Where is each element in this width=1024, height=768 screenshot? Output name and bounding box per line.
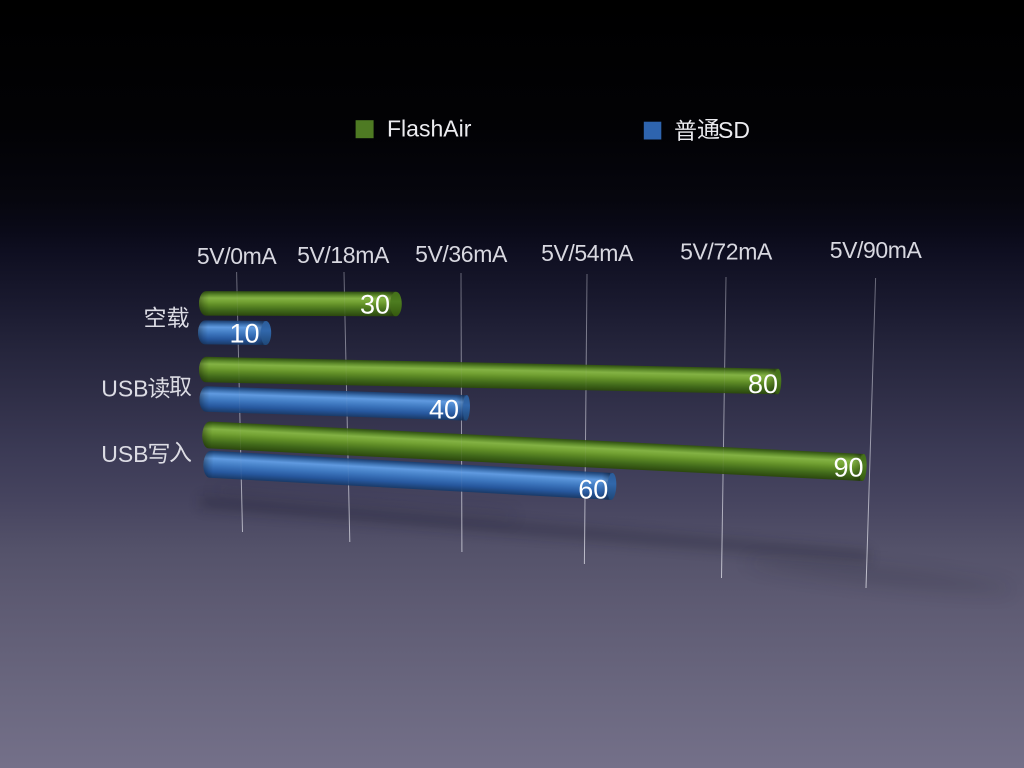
svg-text:5V/54mA: 5V/54mA — [541, 240, 634, 266]
svg-text:5V/90mA: 5V/90mA — [830, 237, 923, 263]
svg-text:5V/72mA: 5V/72mA — [680, 239, 773, 265]
svg-text:60: 60 — [578, 474, 608, 504]
svg-text:USB: USB — [101, 441, 148, 467]
svg-text:30: 30 — [360, 290, 390, 320]
svg-text:10: 10 — [229, 318, 259, 348]
svg-text:5V/36mA: 5V/36mA — [415, 241, 508, 267]
svg-text:80: 80 — [748, 369, 778, 399]
svg-text:40: 40 — [429, 394, 459, 424]
svg-text:5V/18mA: 5V/18mA — [297, 242, 390, 268]
svg-text:USB: USB — [101, 376, 148, 402]
svg-text:SD: SD — [718, 117, 750, 143]
svg-text:90: 90 — [833, 453, 863, 483]
svg-text:FlashAir: FlashAir — [387, 116, 472, 142]
svg-text:5V/0mA: 5V/0mA — [197, 243, 277, 269]
